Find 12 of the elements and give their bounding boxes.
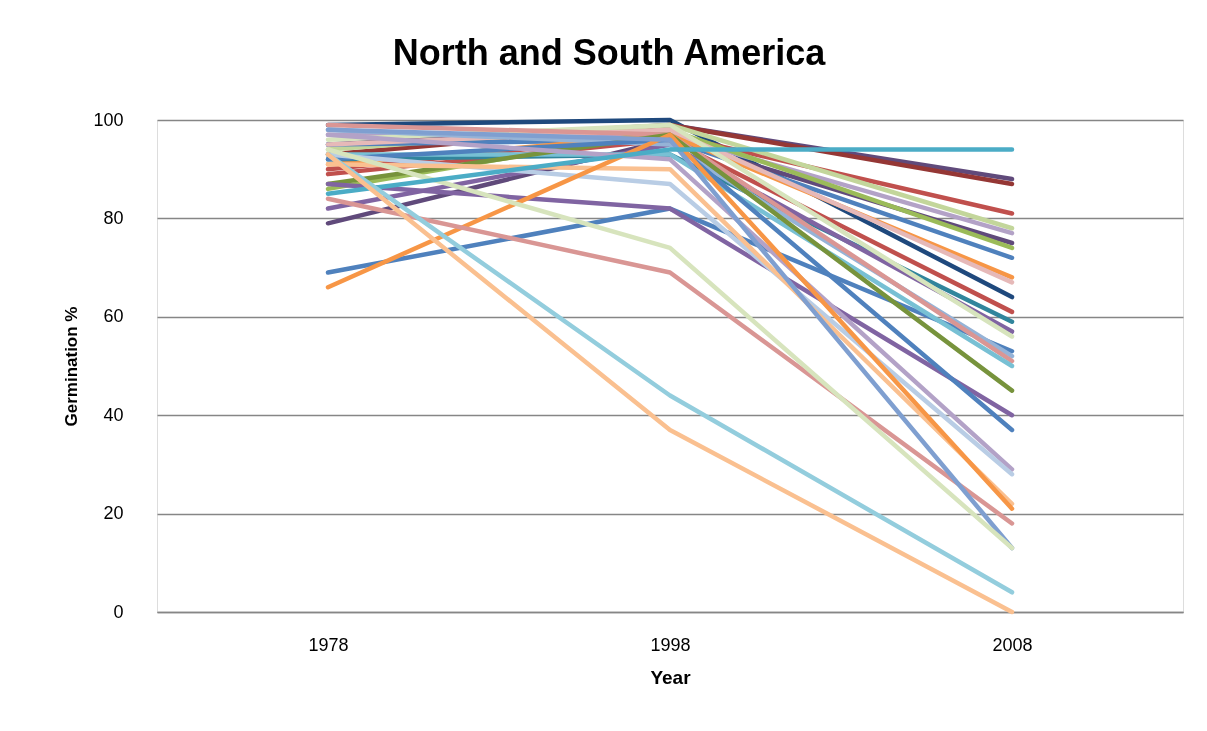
- y-axis-title: Germination %: [62, 306, 82, 427]
- y-tick-label: 40: [103, 404, 124, 425]
- x-tick-label: 1998: [650, 634, 691, 655]
- y-tick-label: 0: [113, 601, 124, 622]
- x-tick-label: 2008: [992, 634, 1033, 655]
- y-tick-label: 80: [103, 207, 124, 228]
- chart-title: North and South America: [392, 32, 827, 73]
- y-tick-label: 100: [93, 109, 124, 130]
- x-axis-title: Year: [650, 666, 692, 688]
- y-tick-label: 20: [103, 503, 124, 524]
- x-tick-label: 1978: [308, 634, 349, 655]
- y-tick-label: 60: [103, 306, 124, 327]
